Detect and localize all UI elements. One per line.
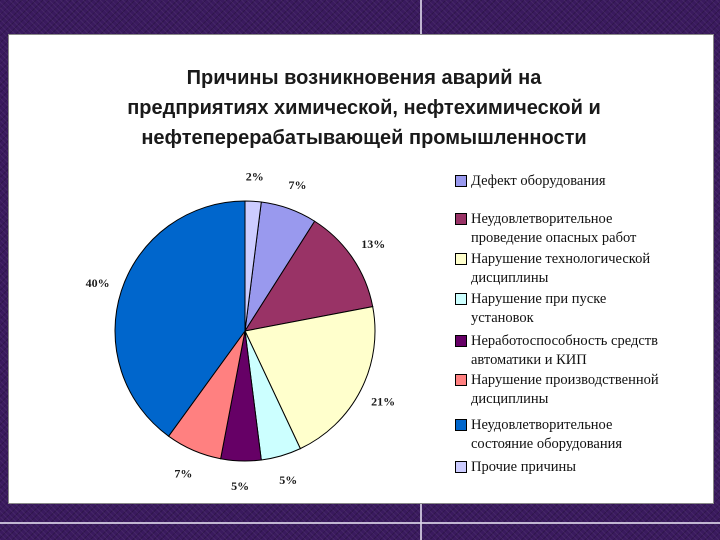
legend-label-6-line-2: дисциплины: [471, 391, 549, 407]
legend-swatch-5: [455, 335, 467, 347]
legend-label-7-line-1: Неудовлетворительное: [471, 417, 613, 433]
legend-label-4-line-1: Нарушение при пуске: [471, 291, 607, 307]
chart-title-line-2: предприятиях химической, нефтехимической…: [127, 97, 601, 119]
legend-swatch-8: [455, 461, 467, 473]
legend-label-2-line-1: Неудовлетворительное: [471, 211, 613, 227]
pie-chart: 7% 13% 21% 5% 5% 7% 40% 2%: [86, 169, 396, 493]
pie-slice-label-5: 5%: [231, 479, 249, 493]
legend-swatch-2: [455, 213, 467, 225]
legend-item-1: Дефект оборудования: [455, 172, 711, 191]
legend-label-4-line-2: установок: [471, 310, 534, 326]
legend-item-5: Неработоспособность средств автоматики и …: [455, 332, 711, 370]
chart-title: Причины возникновения аварий на предприя…: [69, 63, 659, 153]
legend-item-7: Неудовлетворительное состояние оборудован…: [455, 416, 711, 454]
pie-slice-label-8: 2%: [246, 169, 264, 183]
legend-label-8-line-1: Прочие причины: [471, 459, 577, 475]
legend-swatch-3: [455, 253, 467, 265]
legend-item-4: Нарушение при пуске установок: [455, 290, 711, 328]
pie-slice-label-7: 40%: [86, 276, 110, 290]
pie-slice-label-4: 5%: [279, 473, 297, 487]
legend-label-3-line-2: дисциплины: [471, 270, 549, 286]
pie-slice-7: [114, 200, 246, 437]
chart-title-line-3: нефтеперерабатывающей промышленности: [141, 127, 587, 149]
chart-slide: Причины возникновения аварий на предприя…: [8, 34, 714, 504]
legend-item-2: Неудовлетворительное проведение опасных р…: [455, 210, 711, 248]
legend-item-8: Прочие причины: [455, 458, 711, 477]
legend-swatch-1: [455, 175, 467, 187]
legend-label-5-line-1: Неработоспособность средств: [471, 333, 658, 349]
legend-label-1-line-1: Дефект оборудования: [471, 173, 606, 189]
legend-item-6: Нарушение производственной дисциплины: [455, 371, 711, 409]
legend-swatch-7: [455, 419, 467, 431]
legend-label-3-line-1: Нарушение технологической: [471, 251, 651, 267]
pie-slice-3: [244, 306, 376, 450]
legend-swatch-6: [455, 374, 467, 386]
legend-swatch-4: [455, 293, 467, 305]
chart-title-line-1: Причины возникновения аварий на: [186, 67, 542, 89]
legend-label-7-line-2: состояние оборудования: [471, 436, 623, 452]
pie-slice-2: [243, 220, 374, 332]
pie-slice-label-2: 13%: [361, 237, 385, 251]
pie-slice-label-1: 7%: [289, 178, 307, 192]
legend-label-2-line-2: проведение опасных работ: [471, 230, 637, 246]
pie-slice-8: [244, 200, 262, 332]
legend-label-5-line-2: автоматики и КИП: [471, 352, 587, 368]
legend-label-6-line-1: Нарушение производственной: [471, 372, 659, 388]
pie-slice-label-6: 7%: [174, 466, 192, 480]
frame-horizontal-line: [0, 522, 720, 524]
legend-item-3: Нарушение технологической дисциплины: [455, 250, 711, 288]
pie-slice-label-3: 21%: [371, 394, 395, 408]
